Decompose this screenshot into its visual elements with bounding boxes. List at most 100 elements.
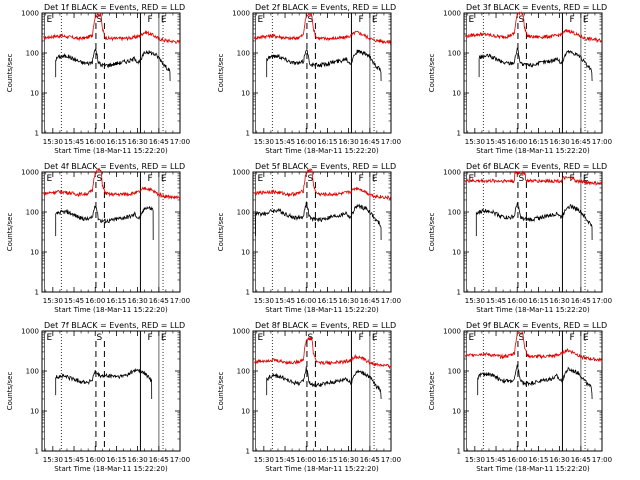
e-marker-label: E bbox=[372, 333, 378, 343]
x-tick-label: 17:00 bbox=[381, 297, 401, 305]
y-tick-label: 1000 bbox=[443, 169, 461, 177]
detector-panel: Det 3f BLACK = Events, RED = LLD 1 10 100 10… bbox=[428, 3, 612, 155]
plot-frame bbox=[41, 330, 181, 452]
x-tick-label: 16:00 bbox=[85, 297, 105, 305]
x-tick-label: 16:00 bbox=[85, 138, 105, 146]
x-tick-label: 16:45 bbox=[149, 297, 169, 305]
x-tick-label: 16:15 bbox=[317, 138, 337, 146]
e-marker-label: E bbox=[161, 174, 167, 184]
x-tick-label: 15:45 bbox=[486, 297, 506, 305]
y-tick-label: 10 bbox=[241, 90, 250, 98]
x-tick-label: 15:30 bbox=[254, 138, 274, 146]
detector-panel: Det 2f BLACK = Events, RED = LLD 1 10 100 10… bbox=[217, 3, 401, 155]
panel-title: Det 5f BLACK = Events, RED = LLD bbox=[255, 162, 396, 171]
y-tick-label: 100 bbox=[237, 368, 250, 376]
y-tick-label: 1000 bbox=[443, 328, 461, 336]
y-axis-label: Counts/sec bbox=[217, 372, 225, 411]
detector-panel: Det 7f BLACK = Events, RED = LLD 1 10 100 10… bbox=[6, 321, 190, 473]
lld-series-line bbox=[254, 168, 391, 201]
x-tick-label: 17:00 bbox=[592, 456, 612, 464]
x-tick-label: 16:15 bbox=[106, 297, 126, 305]
e-marker-label: E bbox=[372, 15, 378, 25]
events-series-line bbox=[266, 366, 382, 400]
x-tick-label: 16:15 bbox=[528, 456, 548, 464]
y-axis-label: Counts/sec bbox=[6, 372, 14, 411]
panel-title: Det 3f BLACK = Events, RED = LLD bbox=[466, 3, 607, 12]
lld-series-line bbox=[43, 11, 181, 44]
x-tick-label: 15:30 bbox=[43, 297, 63, 305]
f-marker-label: F bbox=[359, 15, 364, 25]
x-tick-label: 15:30 bbox=[43, 456, 63, 464]
events-series-line bbox=[475, 202, 593, 241]
e-marker-label: E bbox=[257, 174, 263, 184]
s-marker-label: S bbox=[307, 174, 313, 184]
y-tick-label: 100 bbox=[237, 50, 250, 58]
x-tick-label: 16:30 bbox=[339, 456, 359, 464]
y-tick-label: 100 bbox=[237, 209, 250, 217]
events-series-line bbox=[55, 205, 154, 241]
detector-panel: Det 8f BLACK = Events, RED = LLD 1 10 100 10… bbox=[217, 321, 401, 473]
lld-series-line bbox=[465, 170, 603, 187]
e-marker-label: E bbox=[46, 333, 52, 343]
y-tick-label: 1 bbox=[35, 289, 39, 297]
x-tick-label: 15:30 bbox=[465, 138, 485, 146]
y-tick-label: 1 bbox=[246, 448, 250, 456]
s-marker-label: S bbox=[518, 15, 524, 25]
x-tick-label: 16:45 bbox=[149, 456, 169, 464]
x-tick-label: 16:30 bbox=[339, 138, 359, 146]
panel-title: Det 7f BLACK = Events, RED = LLD bbox=[44, 321, 185, 330]
plot-frame bbox=[252, 12, 392, 134]
f-marker-label: F bbox=[148, 15, 153, 25]
x-tick-label: 16:45 bbox=[571, 456, 591, 464]
x-tick-label: 15:45 bbox=[275, 138, 295, 146]
f-marker-label: F bbox=[570, 333, 575, 343]
y-axis-label: Counts/sec bbox=[217, 213, 225, 252]
detector-panel: Det 6f BLACK = Events, RED = LLD 1 10 100 10… bbox=[428, 162, 612, 314]
y-tick-label: 100 bbox=[448, 209, 461, 217]
x-axis-label: Start Time (18-Mar-11 15:22:20) bbox=[265, 147, 379, 155]
events-series-line bbox=[478, 47, 593, 82]
lld-series-line bbox=[465, 330, 603, 363]
x-tick-label: 15:30 bbox=[465, 297, 485, 305]
s-marker-label: S bbox=[518, 174, 524, 184]
x-tick-label: 15:45 bbox=[64, 456, 84, 464]
x-tick-label: 16:15 bbox=[106, 456, 126, 464]
y-axis-label: Counts/sec bbox=[428, 213, 436, 252]
panel-title: Det 6f BLACK = Events, RED = LLD bbox=[466, 162, 607, 171]
events-series-line bbox=[266, 49, 382, 82]
s-marker-label: S bbox=[96, 174, 102, 184]
x-tick-label: 17:00 bbox=[170, 297, 190, 305]
f-marker-label: F bbox=[359, 174, 364, 184]
x-tick-label: 16:45 bbox=[571, 138, 591, 146]
x-tick-label: 16:30 bbox=[550, 297, 570, 305]
x-tick-label: 16:15 bbox=[106, 138, 126, 146]
y-tick-label: 1000 bbox=[232, 10, 250, 18]
f-marker-label: F bbox=[148, 174, 153, 184]
x-tick-label: 16:30 bbox=[128, 138, 148, 146]
panel-title: Det 4f BLACK = Events, RED = LLD bbox=[44, 162, 185, 171]
s-marker-label: S bbox=[96, 333, 102, 343]
y-tick-label: 10 bbox=[452, 408, 461, 416]
s-marker-label: S bbox=[96, 15, 102, 25]
e-marker-label: E bbox=[583, 15, 589, 25]
y-tick-label: 100 bbox=[26, 209, 39, 217]
e-marker-label: E bbox=[372, 174, 378, 184]
y-tick-label: 10 bbox=[30, 249, 39, 257]
detector-panel: Det 4f BLACK = Events, RED = LLD 1 10 100 10… bbox=[6, 162, 190, 314]
y-tick-label: 1 bbox=[457, 448, 461, 456]
y-axis-label: Counts/sec bbox=[6, 213, 14, 252]
y-tick-label: 1 bbox=[457, 289, 461, 297]
lld-series-line bbox=[254, 12, 392, 45]
e-marker-label: E bbox=[46, 15, 52, 25]
x-tick-label: 17:00 bbox=[170, 456, 190, 464]
x-tick-label: 15:30 bbox=[254, 456, 274, 464]
e-marker-label: E bbox=[468, 15, 474, 25]
x-tick-label: 16:15 bbox=[528, 138, 548, 146]
events-series-line bbox=[255, 201, 382, 241]
panel-title: Det 9f BLACK = Events, RED = LLD bbox=[466, 321, 607, 330]
y-tick-label: 100 bbox=[448, 368, 461, 376]
x-tick-label: 15:45 bbox=[64, 138, 84, 146]
x-tick-label: 16:15 bbox=[317, 297, 337, 305]
e-marker-label: E bbox=[46, 174, 52, 184]
x-tick-label: 16:30 bbox=[339, 297, 359, 305]
